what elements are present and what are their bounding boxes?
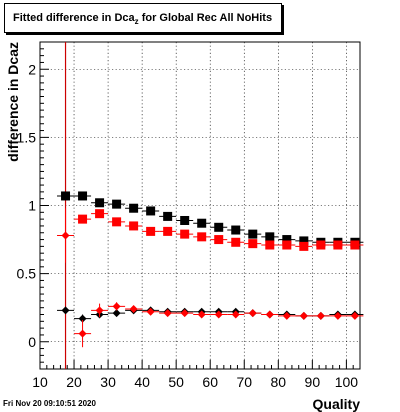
chart-title-box: Fitted difference in Dcaz for Global Rec…: [4, 3, 282, 33]
y-tick-label: 0: [28, 334, 36, 350]
data-point-diamond: [282, 311, 291, 320]
data-point-square: [248, 229, 258, 239]
x-tick-label: 70: [236, 374, 252, 390]
data-point-square: [180, 215, 190, 225]
data-point-diamond: [350, 311, 359, 320]
data-point-square: [333, 240, 343, 250]
data-point-diamond: [299, 311, 308, 320]
data-point-diamond: [78, 329, 87, 338]
data-point-square: [282, 235, 292, 245]
data-point-diamond: [146, 307, 155, 316]
data-point-square: [163, 211, 173, 221]
x-tick-label: 30: [100, 374, 116, 390]
data-point-square: [146, 226, 156, 236]
data-point-diamond: [112, 309, 121, 318]
data-point-square: [214, 235, 224, 245]
data-point-square: [231, 225, 241, 235]
data-point-square: [95, 198, 105, 208]
data-point-diamond: [214, 310, 223, 319]
y-tick-label: 1.5: [17, 129, 37, 145]
x-tick-label: 20: [66, 374, 82, 390]
data-point-diamond: [163, 309, 172, 318]
data-point-square: [197, 232, 207, 242]
data-point-diamond: [78, 314, 87, 323]
x-tick-label: 80: [271, 374, 287, 390]
x-tick-label: 50: [168, 374, 184, 390]
x-tick-label: 100: [335, 374, 359, 390]
data-point-diamond: [231, 310, 240, 319]
data-point-square: [214, 222, 224, 232]
data-point-diamond: [95, 306, 104, 315]
data-point-square: [265, 232, 275, 242]
data-point-square: [180, 229, 190, 239]
data-point-square: [231, 237, 241, 247]
data-point-square: [197, 218, 207, 228]
data-point-square: [129, 221, 139, 231]
data-point-square: [299, 236, 309, 246]
data-point-square: [146, 206, 156, 216]
data-point-diamond: [129, 305, 138, 314]
data-point-square: [350, 240, 360, 250]
data-point-square: [61, 191, 71, 201]
y-axis-label: difference in Dcaz: [5, 42, 21, 162]
x-tick-label: 40: [134, 374, 150, 390]
data-point-diamond: [248, 309, 257, 318]
data-point-diamond: [61, 231, 70, 240]
data-point-square: [316, 240, 326, 250]
y-tick-label: 1: [28, 198, 36, 214]
data-point-diamond: [180, 309, 189, 318]
data-point-square: [78, 214, 88, 224]
data-point-square: [95, 209, 105, 219]
data-point-square: [112, 217, 122, 227]
timestamp-footer: Fri Nov 20 09:10:51 2020: [3, 399, 96, 408]
data-point-square: [163, 226, 173, 236]
chart-title: Fitted difference in Dcaz for Global Rec…: [13, 12, 273, 27]
y-tick-label: 0.5: [17, 266, 37, 282]
data-point-square: [129, 203, 139, 213]
data-point-diamond: [316, 311, 325, 320]
x-tick-label: 10: [32, 374, 48, 390]
x-tick-label: 90: [305, 374, 321, 390]
data-point-diamond: [61, 306, 70, 315]
data-point-diamond: [197, 310, 206, 319]
data-point-diamond: [265, 310, 274, 319]
data-point-square: [248, 239, 258, 249]
x-tick-label: 60: [202, 374, 218, 390]
y-tick-label: 2: [28, 61, 36, 77]
data-point-square: [265, 240, 275, 250]
data-point-square: [112, 199, 122, 209]
data-point-square: [78, 191, 88, 201]
data-point-square: [299, 241, 309, 251]
data-point-diamond: [112, 302, 121, 311]
data-point-diamond: [333, 311, 342, 320]
x-axis-label: Quality: [313, 396, 361, 412]
data-point-square: [282, 240, 292, 250]
